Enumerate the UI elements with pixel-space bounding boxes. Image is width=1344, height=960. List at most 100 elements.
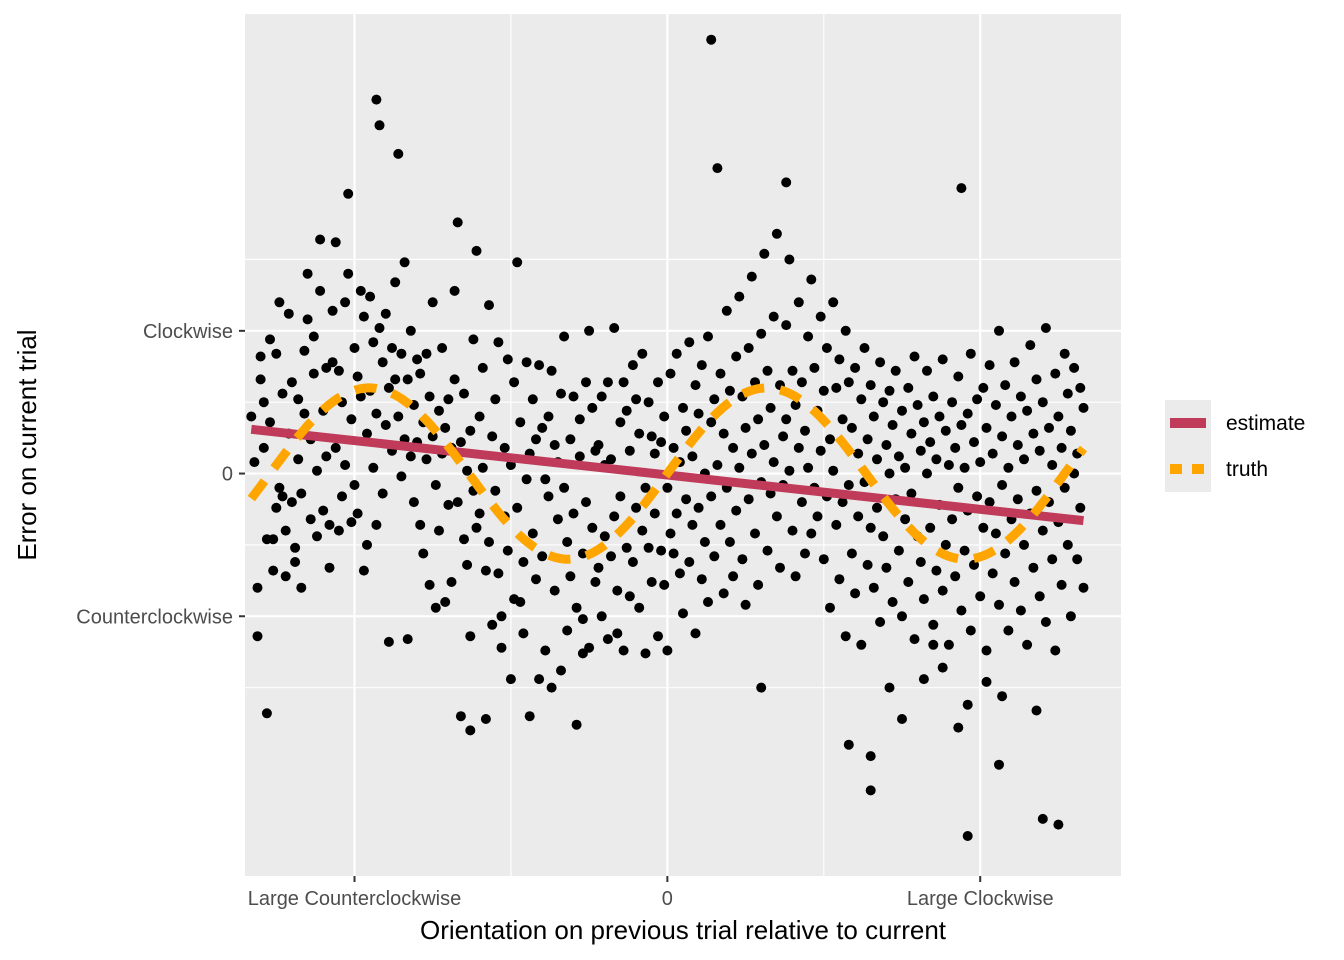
data-point xyxy=(327,357,338,368)
data-point xyxy=(340,460,351,470)
data-point xyxy=(1015,391,1026,402)
data-point xyxy=(405,325,416,336)
data-point xyxy=(631,502,642,513)
data-point xyxy=(574,414,585,425)
y-axis-title: Error on current trial xyxy=(12,329,42,560)
data-point xyxy=(399,257,410,268)
data-point xyxy=(515,597,526,607)
data-point xyxy=(643,542,654,553)
x-axis-title: Orientation on previous trial relative t… xyxy=(420,915,947,945)
fit-lines xyxy=(247,383,1088,564)
data-point xyxy=(759,440,770,450)
data-point xyxy=(853,448,864,459)
data-point xyxy=(268,565,279,576)
data-point xyxy=(947,397,958,408)
data-point xyxy=(668,442,679,453)
data-point xyxy=(984,497,995,508)
data-point xyxy=(953,371,964,382)
data-point xyxy=(290,542,301,553)
data-point xyxy=(1047,554,1058,565)
data-point xyxy=(825,434,835,445)
data-point xyxy=(1009,577,1020,587)
data-point xyxy=(318,505,329,516)
data-point xyxy=(850,588,861,599)
data-point xyxy=(283,308,294,319)
data-point xyxy=(687,451,698,462)
data-point xyxy=(893,545,904,556)
data-point xyxy=(793,442,804,453)
data-point xyxy=(634,428,645,439)
data-point xyxy=(487,619,498,630)
data-point xyxy=(465,425,476,436)
data-point xyxy=(922,468,932,479)
data-point xyxy=(943,460,954,470)
data-point xyxy=(918,674,929,685)
data-point xyxy=(815,445,826,456)
data-point xyxy=(265,417,275,428)
data-point xyxy=(915,557,926,567)
data-point xyxy=(581,497,591,508)
data-point xyxy=(668,548,679,559)
data-point xyxy=(800,548,810,559)
data-point xyxy=(803,331,814,342)
data-point xyxy=(718,588,729,599)
data-point xyxy=(959,545,970,556)
data-point xyxy=(581,377,591,388)
data-point xyxy=(371,519,382,530)
data-point xyxy=(396,471,407,482)
data-point xyxy=(731,505,742,516)
data-point xyxy=(534,674,545,685)
data-point xyxy=(265,334,275,345)
data-point xyxy=(556,665,566,676)
data-point xyxy=(518,628,529,639)
data-point xyxy=(975,457,986,468)
data-point xyxy=(875,617,886,627)
data-point xyxy=(678,402,688,413)
data-point xyxy=(678,608,688,619)
data-point xyxy=(577,614,588,625)
data-point xyxy=(393,411,404,422)
data-point xyxy=(346,517,357,528)
data-point xyxy=(934,411,945,422)
data-point xyxy=(440,597,451,607)
data-point xyxy=(493,568,504,579)
data-point xyxy=(724,537,735,547)
data-point xyxy=(693,502,704,513)
data-point xyxy=(518,557,529,567)
data-point xyxy=(646,431,657,442)
data-point xyxy=(703,331,713,342)
data-point xyxy=(965,625,976,636)
data-point xyxy=(609,511,620,522)
data-point xyxy=(621,405,632,416)
data-point xyxy=(362,428,372,439)
data-point xyxy=(308,368,319,379)
y-tick-label: Counterclockwise xyxy=(76,606,233,628)
data-point xyxy=(440,422,451,433)
data-point xyxy=(527,394,538,405)
data-point xyxy=(618,645,629,656)
data-point xyxy=(512,502,523,513)
data-point xyxy=(925,522,936,533)
data-point xyxy=(962,699,973,710)
data-point xyxy=(793,297,804,308)
data-point xyxy=(531,434,541,445)
data-point xyxy=(465,725,476,736)
data-point xyxy=(653,377,663,388)
data-point xyxy=(462,559,473,570)
data-point xyxy=(596,611,607,622)
data-point xyxy=(940,539,951,550)
data-point xyxy=(1022,405,1033,416)
data-point xyxy=(759,248,770,259)
data-point xyxy=(459,534,469,545)
data-point xyxy=(959,462,970,473)
data-point xyxy=(484,300,494,311)
data-point xyxy=(380,308,391,319)
data-point xyxy=(333,365,344,376)
data-point xyxy=(421,348,432,359)
data-point xyxy=(753,414,764,425)
data-point xyxy=(715,368,726,379)
data-point xyxy=(590,577,601,587)
data-point xyxy=(1047,460,1058,470)
data-point xyxy=(653,631,663,642)
data-point xyxy=(1006,411,1017,422)
